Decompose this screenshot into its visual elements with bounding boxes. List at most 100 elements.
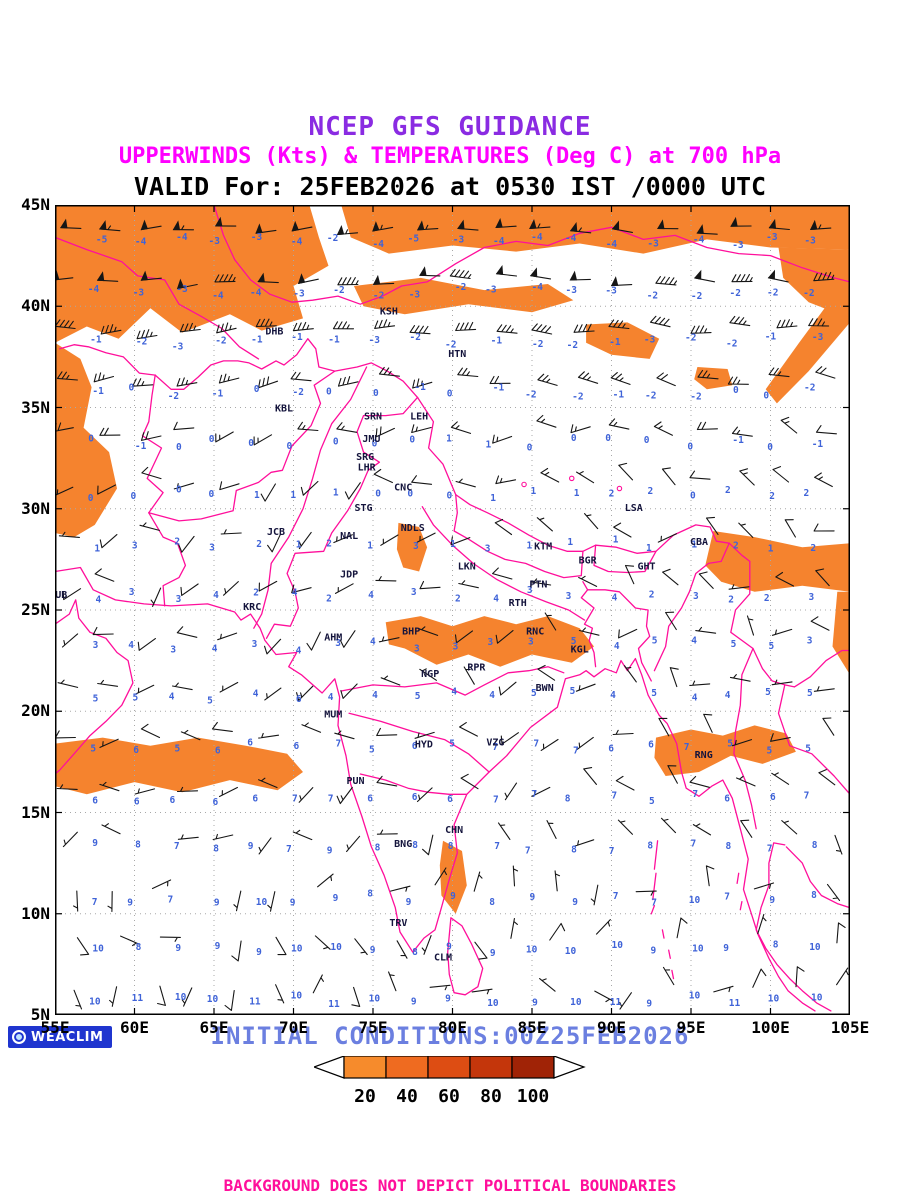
- svg-text:11: 11: [328, 999, 340, 1010]
- svg-text:2: 2: [609, 489, 615, 500]
- station-label-nal: NAL: [340, 531, 358, 542]
- svg-text:8: 8: [726, 841, 732, 852]
- svg-text:-3: -3: [209, 236, 221, 247]
- svg-text:3: 3: [176, 594, 182, 605]
- svg-text:-2: -2: [685, 333, 696, 344]
- svg-text:0: 0: [88, 434, 94, 445]
- svg-text:6: 6: [724, 793, 730, 804]
- station-label-kbl: KBL: [275, 404, 293, 415]
- svg-text:-1: -1: [732, 435, 744, 446]
- svg-text:-2: -2: [525, 389, 536, 400]
- svg-text:-2: -2: [445, 340, 456, 351]
- svg-text:8: 8: [375, 842, 381, 853]
- svg-text:-3: -3: [293, 289, 305, 300]
- station-label-ght: GHT: [637, 562, 655, 573]
- svg-text:6: 6: [412, 741, 418, 752]
- svg-text:5: 5: [649, 796, 655, 807]
- svg-text:-3: -3: [485, 285, 497, 296]
- svg-text:5: 5: [571, 636, 577, 647]
- svg-text:-4: -4: [532, 282, 544, 293]
- svg-text:0: 0: [447, 388, 453, 399]
- svg-text:7: 7: [92, 897, 98, 908]
- station-label-jdp: JDP: [340, 570, 358, 581]
- svg-text:0: 0: [690, 491, 696, 502]
- svg-text:4: 4: [489, 690, 495, 701]
- svg-text:-4: -4: [291, 236, 303, 247]
- svg-text:1: 1: [367, 541, 373, 552]
- svg-text:4: 4: [370, 637, 376, 648]
- svg-text:8: 8: [489, 897, 495, 908]
- svg-text:7: 7: [573, 746, 579, 757]
- colorbar-value: 60: [438, 1086, 460, 1107]
- svg-text:-3: -3: [812, 332, 824, 343]
- svg-text:-3: -3: [409, 289, 421, 300]
- svg-text:-1: -1: [328, 335, 340, 346]
- disclaimer-text: BACKGROUND DOES NOT DEPICT POLITICAL BOU…: [223, 1176, 677, 1195]
- windbarb-layer: [55, 216, 849, 1011]
- svg-text:10: 10: [487, 998, 499, 1009]
- svg-text:-4: -4: [250, 287, 262, 298]
- svg-text:1: 1: [574, 488, 580, 499]
- svg-text:3: 3: [413, 541, 419, 552]
- svg-text:-2: -2: [410, 332, 421, 343]
- svg-text:1: 1: [333, 488, 339, 499]
- station-label-ndls: NDLS: [401, 523, 425, 534]
- svg-text:5: 5: [805, 744, 811, 755]
- svg-text:-4: -4: [565, 233, 577, 244]
- svg-text:8: 8: [773, 940, 779, 951]
- station-label-stg: STG: [354, 503, 372, 514]
- svg-text:6: 6: [608, 743, 614, 754]
- svg-text:9: 9: [256, 947, 262, 958]
- svg-text:5: 5: [531, 688, 537, 699]
- lon-axis-label: 65E: [199, 1018, 229, 1037]
- svg-text:0: 0: [687, 441, 693, 452]
- svg-text:-3: -3: [766, 232, 778, 243]
- svg-text:0: 0: [209, 434, 215, 445]
- svg-text:-3: -3: [453, 235, 465, 246]
- svg-text:4: 4: [612, 592, 618, 603]
- title-valid: VALID For: 25FEB2026 at 0530 IST /0000 U…: [133, 172, 767, 201]
- svg-text:9: 9: [646, 999, 652, 1010]
- svg-text:8: 8: [811, 890, 817, 901]
- title-product: UPPERWINDS (Kts) & TEMPERATURES (Deg C) …: [118, 144, 782, 169]
- svg-text:1: 1: [646, 543, 652, 554]
- svg-text:9: 9: [92, 838, 98, 849]
- station-label-kgl: KGL: [571, 645, 589, 656]
- svg-text:6: 6: [296, 694, 302, 705]
- svg-text:8: 8: [412, 947, 418, 958]
- svg-text:6: 6: [92, 795, 98, 806]
- svg-text:2: 2: [733, 540, 739, 551]
- svg-text:7: 7: [609, 846, 615, 857]
- svg-text:3: 3: [528, 637, 534, 648]
- lat-axis-label: 10N: [21, 903, 50, 923]
- svg-text:10: 10: [207, 994, 219, 1005]
- colorbar-segment: [385, 1056, 429, 1079]
- svg-text:5: 5: [731, 639, 737, 650]
- svg-text:-3: -3: [172, 342, 184, 353]
- colorbar-value: 20: [354, 1086, 376, 1107]
- lon-axis-label: 105E: [830, 1018, 870, 1037]
- svg-text:1: 1: [296, 540, 302, 551]
- svg-text:7: 7: [336, 738, 342, 749]
- svg-text:-2: -2: [455, 282, 466, 293]
- svg-text:10: 10: [768, 993, 780, 1004]
- svg-text:1: 1: [486, 439, 492, 450]
- svg-text:5: 5: [90, 744, 96, 755]
- station-label-jcb: JCB: [267, 527, 285, 538]
- svg-text:10: 10: [692, 944, 704, 955]
- svg-text:5: 5: [807, 688, 813, 699]
- svg-text:7: 7: [533, 739, 539, 750]
- initial-conditions-text: INITIAL CONDITIONS:00Z25FEB2026: [210, 1022, 690, 1050]
- svg-text:4: 4: [128, 640, 134, 651]
- svg-text:2: 2: [326, 538, 332, 549]
- lat-axis-label: 35N: [21, 397, 50, 417]
- svg-text:7: 7: [525, 845, 531, 856]
- svg-text:-2: -2: [293, 387, 304, 398]
- lon-axis-label: 90E: [597, 1018, 626, 1037]
- svg-text:-1: -1: [491, 335, 503, 346]
- svg-text:-2: -2: [373, 291, 384, 302]
- svg-text:-2: -2: [803, 288, 814, 299]
- svg-text:10: 10: [92, 944, 104, 955]
- svg-text:-4: -4: [693, 235, 705, 246]
